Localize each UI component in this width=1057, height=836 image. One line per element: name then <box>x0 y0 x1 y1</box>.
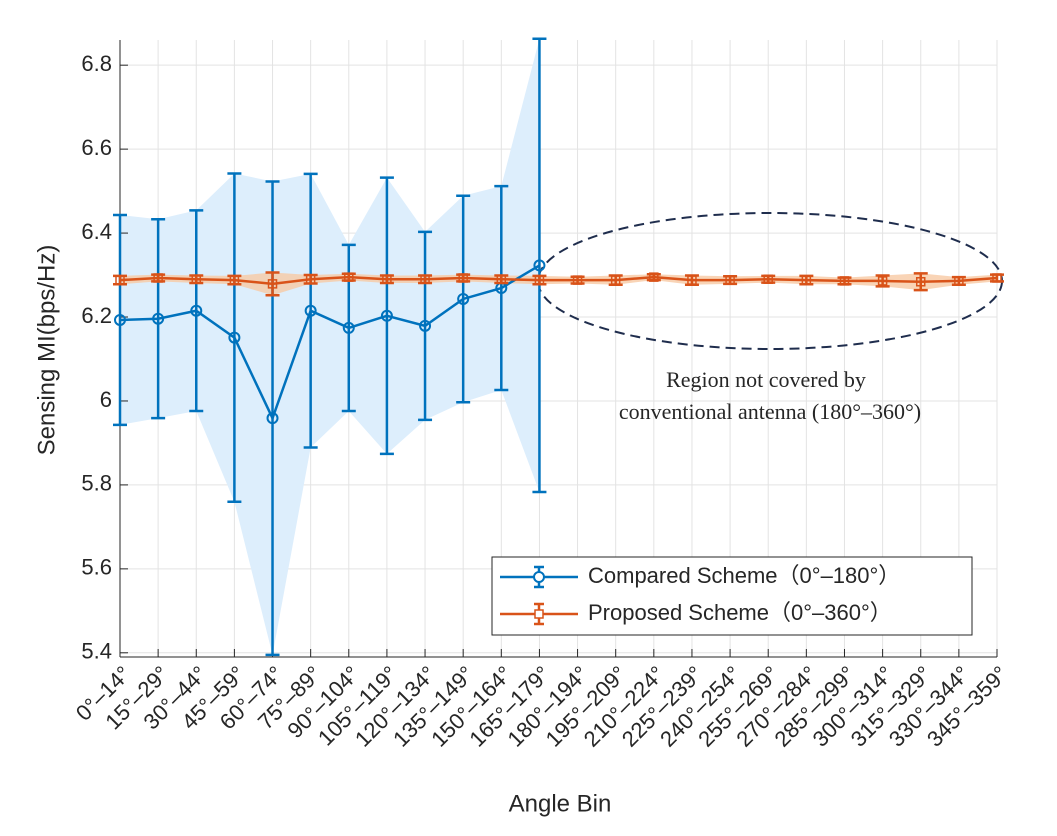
series-line <box>119 275 998 286</box>
marker <box>534 275 545 285</box>
error-bar <box>494 184 509 392</box>
marker <box>344 272 354 282</box>
marker <box>877 276 888 286</box>
marker <box>267 279 278 289</box>
error-bar-line <box>913 272 928 292</box>
marker <box>153 273 163 283</box>
error-bar <box>303 172 318 449</box>
y-axis-label: Sensing MI(bps/Hz) <box>33 245 60 456</box>
marker <box>114 313 126 326</box>
marker <box>419 319 432 332</box>
marker <box>420 274 430 284</box>
y-tick-label: 6.2 <box>81 303 112 328</box>
error-bar <box>189 209 204 413</box>
error-bar <box>151 217 166 420</box>
error-bar-line <box>418 230 433 422</box>
error-bar <box>532 37 547 494</box>
marker <box>229 275 240 285</box>
marker <box>496 274 507 284</box>
marker <box>725 275 735 285</box>
legend-marker <box>534 609 544 619</box>
marker <box>533 259 546 272</box>
error-bar-line <box>265 271 280 297</box>
annotation: Region not covered by <box>666 367 866 392</box>
marker <box>801 275 812 285</box>
error-bar-line <box>532 37 547 494</box>
error-bar-line <box>494 184 509 392</box>
marker <box>382 274 392 284</box>
marker <box>305 274 316 284</box>
marker <box>457 292 470 305</box>
x-axis-label: Angle Bin <box>509 790 612 817</box>
error-bar <box>265 271 280 297</box>
error-bar-line <box>379 176 394 456</box>
y-tick-label: 5.8 <box>81 471 112 496</box>
error-bar <box>456 194 471 404</box>
y-tick-label: 6.8 <box>81 51 112 76</box>
error-bar-line <box>303 172 318 449</box>
marker <box>572 275 583 285</box>
marker <box>190 304 203 317</box>
marker <box>649 272 659 282</box>
error-bar <box>379 176 394 456</box>
error-bar <box>418 230 433 422</box>
marker <box>458 273 468 283</box>
error-bar <box>113 213 127 427</box>
marker <box>266 412 279 425</box>
y-tick-label: 6.6 <box>81 135 112 160</box>
marker <box>115 275 125 285</box>
marker <box>304 304 317 317</box>
annotation: conventional antenna (180°–360°) <box>619 399 921 424</box>
error-bar-line <box>265 180 280 657</box>
y-tick-label: 5.6 <box>81 555 112 580</box>
marker <box>915 277 926 287</box>
error-bar <box>265 180 280 657</box>
error-bar-line <box>227 172 242 503</box>
marker <box>228 331 241 344</box>
error-bar-line <box>151 217 166 420</box>
marker <box>992 273 1002 283</box>
error-bar-line <box>113 213 127 427</box>
marker <box>191 274 202 284</box>
legend-label: Compared Scheme（0°–180°） <box>588 563 900 588</box>
marker <box>152 312 165 325</box>
marker <box>687 275 697 285</box>
legend-box <box>491 556 973 636</box>
error-bar-line <box>189 209 204 413</box>
marker <box>342 321 355 334</box>
error-bar-line <box>456 194 471 404</box>
error-band <box>120 38 540 655</box>
marker <box>763 274 773 284</box>
series-line <box>119 264 541 422</box>
legend-marker <box>533 571 545 583</box>
error-bar <box>913 272 928 292</box>
marker <box>954 276 964 286</box>
y-tick-label: 5.4 <box>81 639 112 664</box>
y-tick-label: 6 <box>100 387 112 412</box>
marker <box>610 275 621 285</box>
marker <box>839 276 850 286</box>
y-tick-label: 6.4 <box>81 219 112 244</box>
error-bar <box>227 172 242 503</box>
marker <box>380 309 393 322</box>
legend-label: Proposed Scheme（0°–360°） <box>588 600 892 625</box>
